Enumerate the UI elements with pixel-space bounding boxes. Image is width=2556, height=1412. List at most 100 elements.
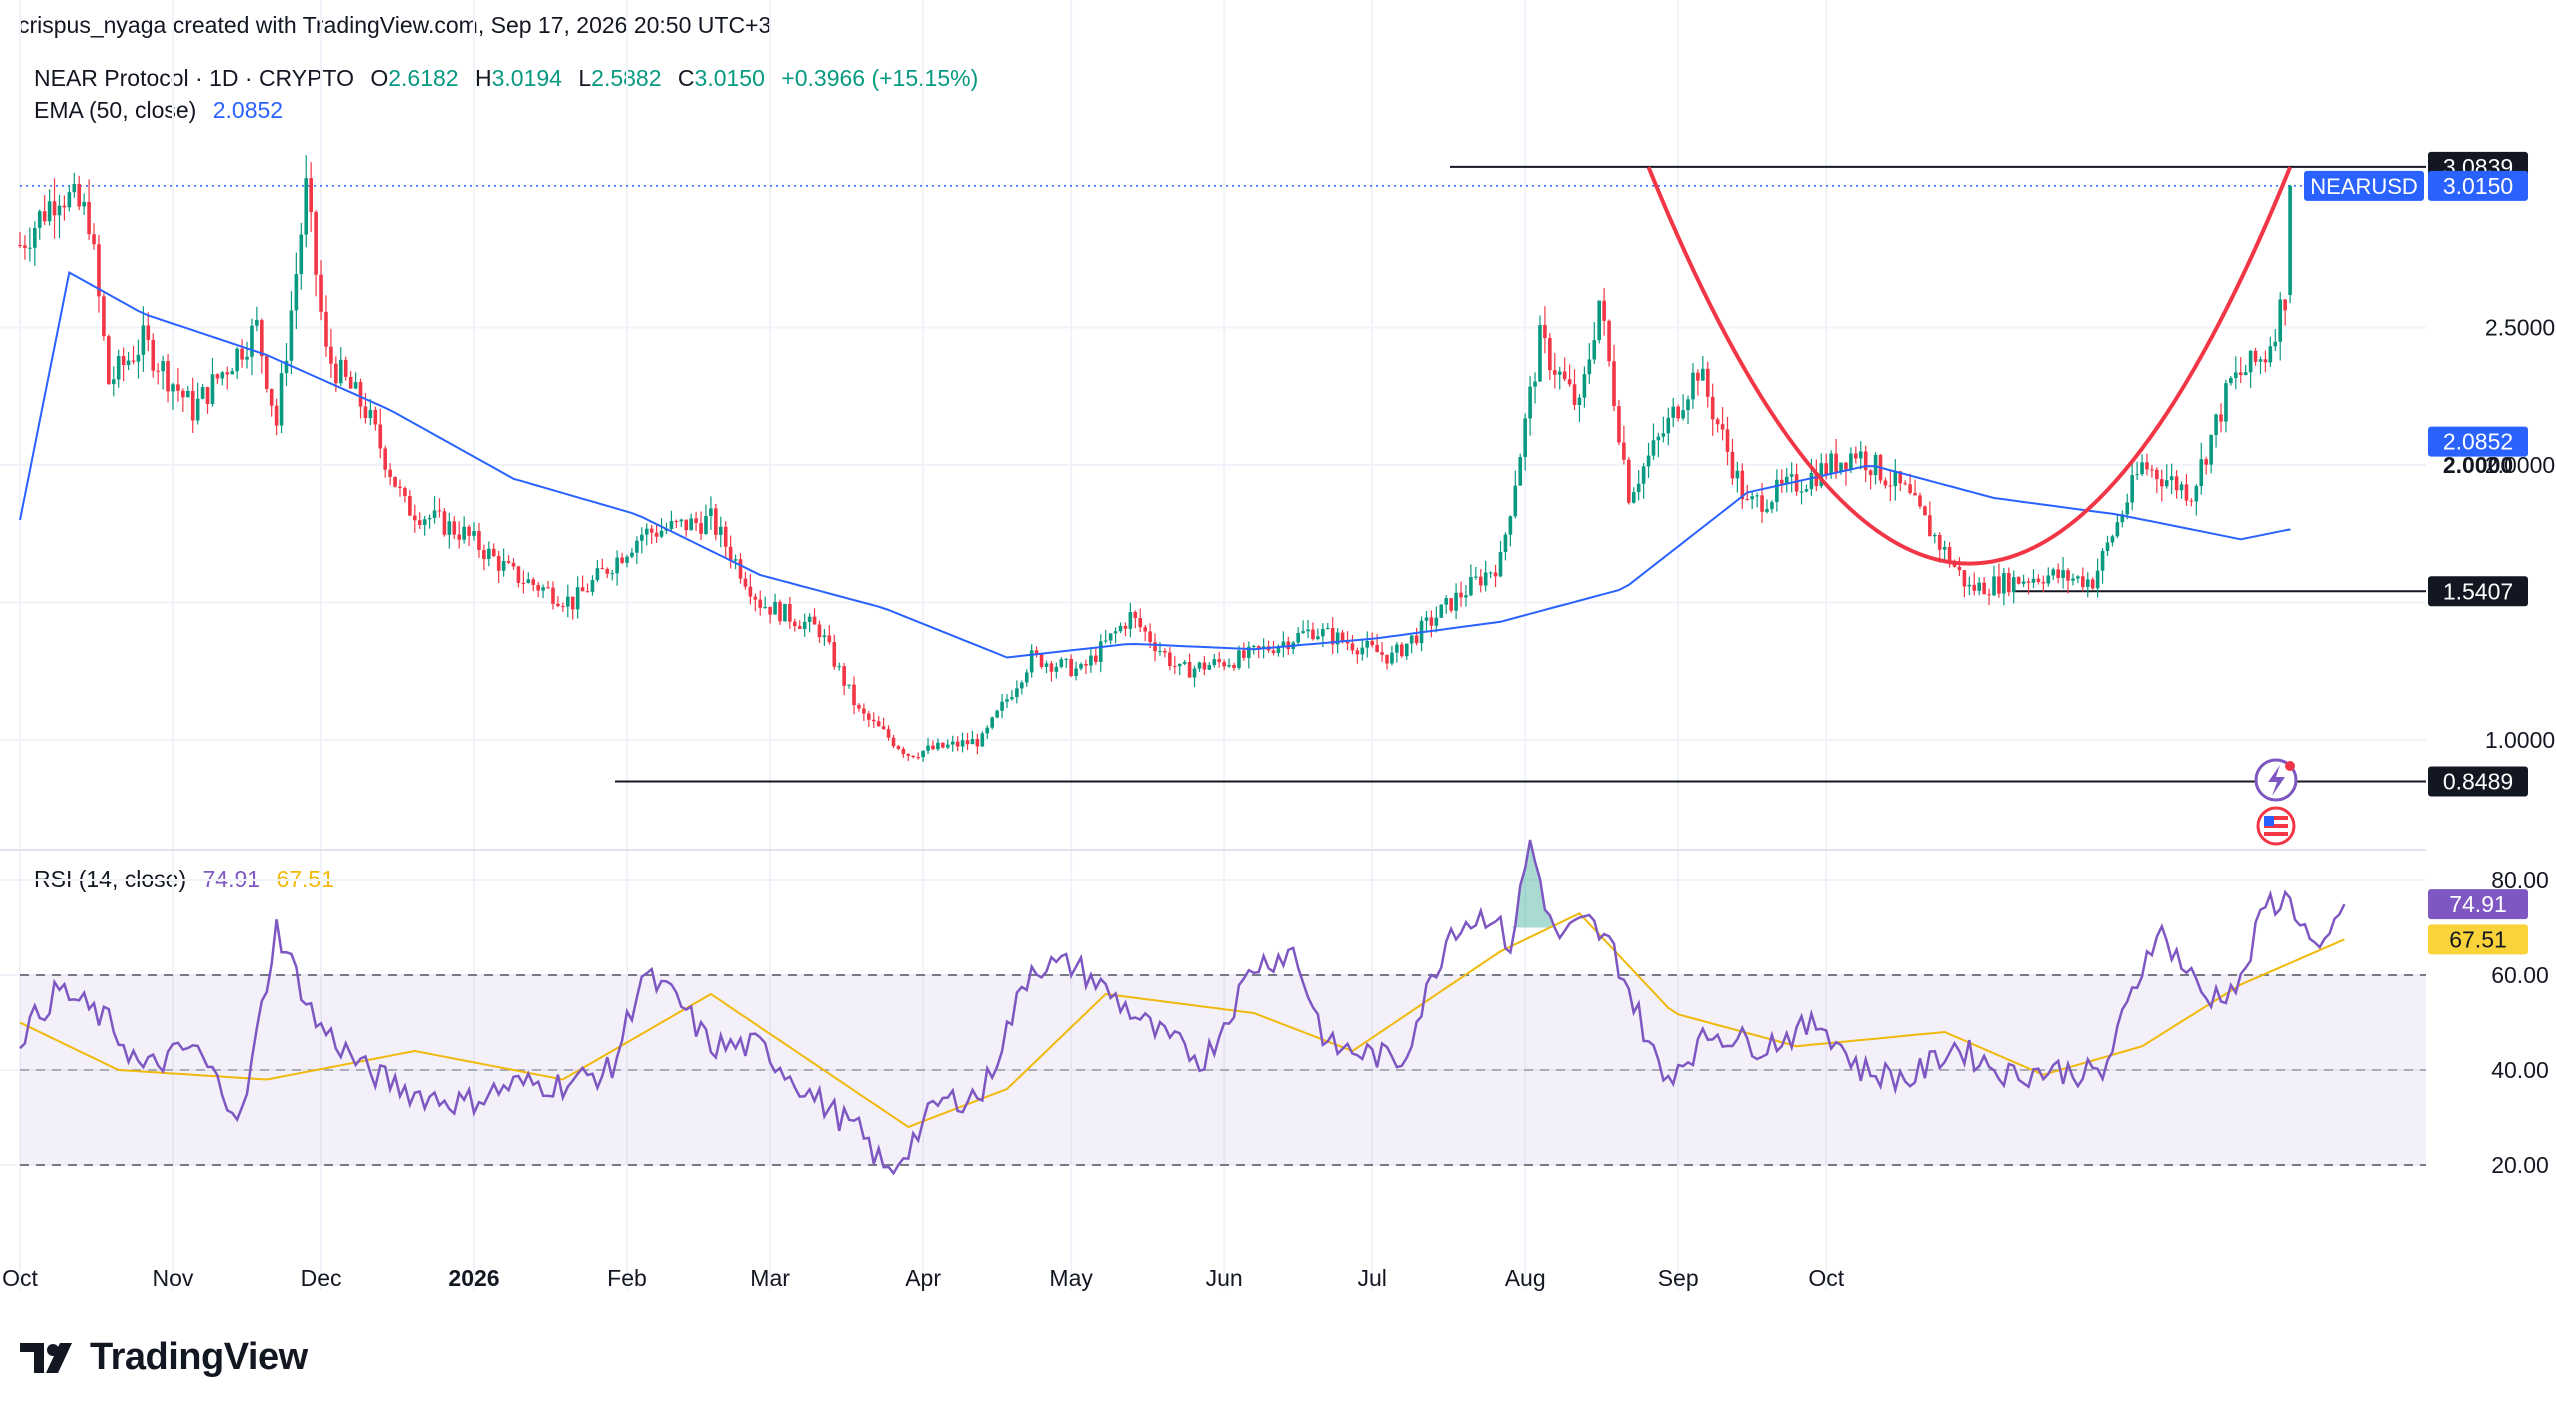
candle-body-297 [1483,572,1488,586]
rsi-ma-badge-text: 67.51 [2449,926,2507,952]
candle-body-230 [1153,642,1157,652]
candle-body-239 [1197,662,1202,669]
candle-body-77 [398,486,402,488]
candle-body-206 [1034,650,1039,655]
candle-body-113 [575,587,580,610]
candle-body-430 [2140,462,2144,475]
candle-body-386 [1923,506,1927,516]
candle-body-83 [427,517,432,520]
candle-body-123 [625,556,629,563]
candle-body-196 [985,727,990,734]
candle-body-171 [862,708,866,714]
candle-body-107 [546,587,550,589]
candle-body-90 [462,526,466,540]
candle-body-154 [778,601,782,622]
candle-body-426 [2120,514,2125,523]
candle-body-243 [1217,659,1222,663]
cup-pattern-curve [1646,166,2292,566]
candle-body-250 [1251,646,1256,648]
candle-body-197 [990,717,994,728]
candle-body-301 [1503,534,1508,553]
candle-body-41 [220,372,225,379]
candle-body-400 [1992,576,1996,596]
candle-body-11 [72,184,77,193]
candle-body-346 [1725,429,1730,452]
candle-body-135 [684,519,689,531]
candle-body-311 [1552,370,1557,375]
candle-body-290 [1449,598,1453,611]
candle-body-310 [1548,338,1552,371]
candle-body-57 [299,234,304,275]
candle-body-326 [1627,459,1631,503]
candle-body-68 [353,382,358,389]
last-price-badge-box [2428,170,2528,201]
candle-body-53 [279,373,284,426]
us-flag-icon[interactable] [2256,806,2296,846]
candle-body-350 [1745,499,1750,501]
candle-body-4 [37,211,42,228]
ohlc-close: C3.0150 [677,65,765,91]
candle-body-6 [47,201,52,222]
candle-body-165 [832,642,837,667]
candle-body-318 [1587,359,1592,375]
candle-body-450 [2238,372,2243,375]
x-tick-11: Sep [1658,1265,1699,1291]
candle-body-453 [2253,350,2258,362]
candle-body-80 [413,515,417,521]
candle-body-137 [694,518,698,524]
ema-line [19,270,2292,659]
rsi-ma-badge-box [2428,924,2528,955]
candle-body-194 [975,739,980,747]
candle-body-99 [506,561,511,563]
candle-body-138 [699,523,703,534]
candle-body-366 [1824,463,1829,475]
candle-body-91 [467,526,471,536]
candle-body-1 [23,245,27,249]
candle-body-327 [1631,492,1636,503]
candle-body-173 [871,719,876,722]
x-tick-7: May [1049,1265,1093,1291]
candle-body-317 [1582,374,1587,398]
candle-body-249 [1247,646,1251,658]
flash-icon[interactable] [2254,758,2298,802]
candle-body-56 [294,274,299,311]
ema-legend: EMA (50, close) 2.0852 [34,97,293,124]
candle-body-299 [1493,572,1498,577]
candle-body-358 [1784,476,1789,484]
candle-body-336 [1676,406,1680,419]
candle-body-182 [916,757,920,759]
tradingview-logo[interactable]: TradingView [20,1336,308,1379]
candle-body-269 [1345,641,1350,644]
candle-body-231 [1158,651,1162,653]
x-tick-10: Aug [1505,1265,1546,1291]
candle-body-172 [867,713,871,720]
candle-body-223 [1118,625,1123,632]
candle-body-186 [936,742,940,750]
candle-body-74 [383,448,387,470]
candle-body-371 [1849,453,1853,470]
candle-body-289 [1444,598,1449,605]
candle-body-89 [457,534,462,540]
candle-body-245 [1227,664,1231,667]
candle-body-401 [1997,576,2001,594]
price-change: +0.3966 (+15.15%) [781,65,979,91]
candle-body-348 [1735,470,1740,479]
tradingview-logo-icon [20,1342,72,1373]
candle-body-308 [1538,325,1542,382]
candle-body-309 [1543,325,1547,339]
candle-body-424 [2110,536,2115,543]
candle-body-304 [1518,457,1523,486]
candle-body-13 [82,201,86,207]
candle-body-170 [857,705,861,709]
candle-body-86 [442,511,447,535]
candle-body-116 [590,580,595,592]
candle-body-277 [1385,654,1389,664]
candle-body-114 [580,587,585,592]
candle-body-15 [92,234,96,245]
candle-body-432 [2150,469,2154,471]
candle-body-225 [1128,612,1133,629]
candle-body-396 [1972,584,1977,591]
candle-body-202 [1015,688,1019,698]
x-tick-0: Oct [2,1265,38,1291]
